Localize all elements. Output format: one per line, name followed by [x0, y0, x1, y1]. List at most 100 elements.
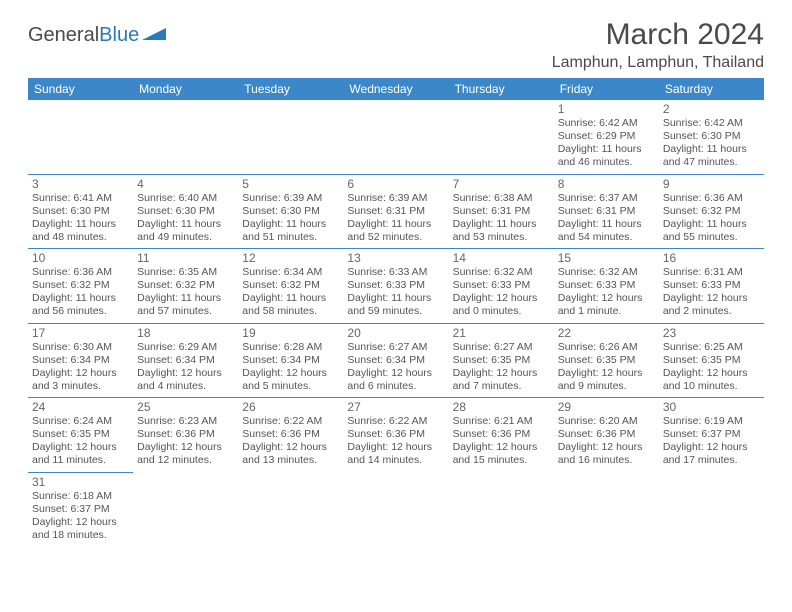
day-header-row: SundayMondayTuesdayWednesdayThursdayFrid…: [28, 78, 764, 100]
day-details: Sunrise: 6:42 AMSunset: 6:29 PMDaylight:…: [558, 117, 655, 170]
day-number: 18: [137, 326, 234, 340]
calendar-cell: 29Sunrise: 6:20 AMSunset: 6:36 PMDayligh…: [554, 398, 659, 473]
calendar-week: 10Sunrise: 6:36 AMSunset: 6:32 PMDayligh…: [28, 249, 764, 324]
calendar-cell: [449, 472, 554, 546]
calendar-cell: 20Sunrise: 6:27 AMSunset: 6:34 PMDayligh…: [343, 323, 448, 398]
calendar-cell: 2Sunrise: 6:42 AMSunset: 6:30 PMDaylight…: [659, 100, 764, 174]
day-number: 24: [32, 400, 129, 414]
calendar-cell: 8Sunrise: 6:37 AMSunset: 6:31 PMDaylight…: [554, 174, 659, 249]
day-number: 7: [453, 177, 550, 191]
header: GeneralBlue March 2024 Lamphun, Lamphun,…: [28, 18, 764, 72]
day-details: Sunrise: 6:28 AMSunset: 6:34 PMDaylight:…: [242, 341, 339, 394]
day-number: 29: [558, 400, 655, 414]
calendar-cell: [133, 100, 238, 174]
day-details: Sunrise: 6:21 AMSunset: 6:36 PMDaylight:…: [453, 415, 550, 468]
calendar-cell: 12Sunrise: 6:34 AMSunset: 6:32 PMDayligh…: [238, 249, 343, 324]
calendar-cell: 6Sunrise: 6:39 AMSunset: 6:31 PMDaylight…: [343, 174, 448, 249]
calendar-cell: 31Sunrise: 6:18 AMSunset: 6:37 PMDayligh…: [28, 472, 133, 546]
calendar-cell: 16Sunrise: 6:31 AMSunset: 6:33 PMDayligh…: [659, 249, 764, 324]
day-details: Sunrise: 6:20 AMSunset: 6:36 PMDaylight:…: [558, 415, 655, 468]
logo-text-2: Blue: [99, 24, 139, 47]
calendar-cell: [449, 100, 554, 174]
day-number: 4: [137, 177, 234, 191]
day-number: 6: [347, 177, 444, 191]
calendar-cell: 21Sunrise: 6:27 AMSunset: 6:35 PMDayligh…: [449, 323, 554, 398]
day-details: Sunrise: 6:27 AMSunset: 6:34 PMDaylight:…: [347, 341, 444, 394]
day-number: 28: [453, 400, 550, 414]
day-header: Tuesday: [238, 78, 343, 100]
day-number: 23: [663, 326, 760, 340]
day-details: Sunrise: 6:32 AMSunset: 6:33 PMDaylight:…: [453, 266, 550, 319]
day-details: Sunrise: 6:24 AMSunset: 6:35 PMDaylight:…: [32, 415, 129, 468]
calendar-week: 1Sunrise: 6:42 AMSunset: 6:29 PMDaylight…: [28, 100, 764, 174]
calendar-week: 3Sunrise: 6:41 AMSunset: 6:30 PMDaylight…: [28, 174, 764, 249]
calendar-cell: 26Sunrise: 6:22 AMSunset: 6:36 PMDayligh…: [238, 398, 343, 473]
day-number: 11: [137, 251, 234, 265]
day-header: Thursday: [449, 78, 554, 100]
calendar-cell: 11Sunrise: 6:35 AMSunset: 6:32 PMDayligh…: [133, 249, 238, 324]
day-header: Saturday: [659, 78, 764, 100]
day-details: Sunrise: 6:23 AMSunset: 6:36 PMDaylight:…: [137, 415, 234, 468]
title-block: March 2024 Lamphun, Lamphun, Thailand: [552, 18, 764, 72]
day-details: Sunrise: 6:30 AMSunset: 6:34 PMDaylight:…: [32, 341, 129, 394]
day-number: 15: [558, 251, 655, 265]
day-details: Sunrise: 6:33 AMSunset: 6:33 PMDaylight:…: [347, 266, 444, 319]
calendar-cell: [343, 100, 448, 174]
day-details: Sunrise: 6:32 AMSunset: 6:33 PMDaylight:…: [558, 266, 655, 319]
calendar-cell: [659, 472, 764, 546]
day-number: 5: [242, 177, 339, 191]
calendar-cell: [28, 100, 133, 174]
day-details: Sunrise: 6:18 AMSunset: 6:37 PMDaylight:…: [32, 490, 129, 543]
day-header: Wednesday: [343, 78, 448, 100]
day-number: 1: [558, 102, 655, 116]
location: Lamphun, Lamphun, Thailand: [552, 54, 764, 72]
day-details: Sunrise: 6:29 AMSunset: 6:34 PMDaylight:…: [137, 341, 234, 394]
logo-triangle-icon: [142, 26, 168, 42]
day-number: 22: [558, 326, 655, 340]
day-number: 3: [32, 177, 129, 191]
day-number: 30: [663, 400, 760, 414]
day-details: Sunrise: 6:37 AMSunset: 6:31 PMDaylight:…: [558, 192, 655, 245]
calendar-cell: 27Sunrise: 6:22 AMSunset: 6:36 PMDayligh…: [343, 398, 448, 473]
calendar-cell: 15Sunrise: 6:32 AMSunset: 6:33 PMDayligh…: [554, 249, 659, 324]
day-number: 27: [347, 400, 444, 414]
day-number: 13: [347, 251, 444, 265]
day-details: Sunrise: 6:39 AMSunset: 6:30 PMDaylight:…: [242, 192, 339, 245]
day-number: 14: [453, 251, 550, 265]
calendar-cell: [343, 472, 448, 546]
calendar-cell: 17Sunrise: 6:30 AMSunset: 6:34 PMDayligh…: [28, 323, 133, 398]
day-details: Sunrise: 6:36 AMSunset: 6:32 PMDaylight:…: [32, 266, 129, 319]
day-number: 16: [663, 251, 760, 265]
calendar-cell: 9Sunrise: 6:36 AMSunset: 6:32 PMDaylight…: [659, 174, 764, 249]
day-number: 2: [663, 102, 760, 116]
day-number: 17: [32, 326, 129, 340]
calendar-cell: 24Sunrise: 6:24 AMSunset: 6:35 PMDayligh…: [28, 398, 133, 473]
calendar-cell: 28Sunrise: 6:21 AMSunset: 6:36 PMDayligh…: [449, 398, 554, 473]
day-details: Sunrise: 6:39 AMSunset: 6:31 PMDaylight:…: [347, 192, 444, 245]
day-header: Monday: [133, 78, 238, 100]
day-details: Sunrise: 6:42 AMSunset: 6:30 PMDaylight:…: [663, 117, 760, 170]
day-number: 25: [137, 400, 234, 414]
calendar-cell: 1Sunrise: 6:42 AMSunset: 6:29 PMDaylight…: [554, 100, 659, 174]
day-details: Sunrise: 6:26 AMSunset: 6:35 PMDaylight:…: [558, 341, 655, 394]
calendar-cell: [133, 472, 238, 546]
day-number: 12: [242, 251, 339, 265]
day-details: Sunrise: 6:34 AMSunset: 6:32 PMDaylight:…: [242, 266, 339, 319]
day-number: 21: [453, 326, 550, 340]
logo-text-1: General: [28, 24, 99, 47]
calendar-cell: [238, 100, 343, 174]
day-details: Sunrise: 6:41 AMSunset: 6:30 PMDaylight:…: [32, 192, 129, 245]
month-title: March 2024: [552, 18, 764, 52]
day-details: Sunrise: 6:36 AMSunset: 6:32 PMDaylight:…: [663, 192, 760, 245]
calendar-cell: 30Sunrise: 6:19 AMSunset: 6:37 PMDayligh…: [659, 398, 764, 473]
calendar-week: 31Sunrise: 6:18 AMSunset: 6:37 PMDayligh…: [28, 472, 764, 546]
day-number: 31: [32, 475, 129, 489]
calendar-table: SundayMondayTuesdayWednesdayThursdayFrid…: [28, 78, 764, 546]
calendar-cell: [238, 472, 343, 546]
calendar-cell: [554, 472, 659, 546]
calendar-cell: 19Sunrise: 6:28 AMSunset: 6:34 PMDayligh…: [238, 323, 343, 398]
calendar-cell: 5Sunrise: 6:39 AMSunset: 6:30 PMDaylight…: [238, 174, 343, 249]
day-header: Friday: [554, 78, 659, 100]
calendar-week: 17Sunrise: 6:30 AMSunset: 6:34 PMDayligh…: [28, 323, 764, 398]
calendar-cell: 13Sunrise: 6:33 AMSunset: 6:33 PMDayligh…: [343, 249, 448, 324]
